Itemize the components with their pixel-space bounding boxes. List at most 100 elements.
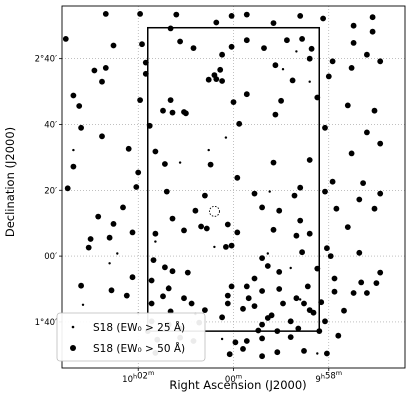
point-ew50 <box>264 263 271 269</box>
point-ew50 <box>223 244 229 250</box>
point-ew50 <box>320 15 326 22</box>
point-ew50 <box>270 159 277 166</box>
point-ew50 <box>243 37 250 44</box>
point-ew50 <box>335 332 342 339</box>
legend-marker-small <box>71 325 75 329</box>
point-ew50 <box>308 45 315 52</box>
point-ew25 <box>289 266 292 270</box>
point-ew25 <box>268 190 271 193</box>
point-ew50 <box>228 242 235 249</box>
point-ew50 <box>133 184 140 190</box>
point-ew50 <box>329 58 336 65</box>
point-ew50 <box>364 290 370 296</box>
point-ew50 <box>348 65 355 71</box>
point-ew50 <box>371 205 378 212</box>
point-ew50 <box>217 66 224 73</box>
point-ew50 <box>108 287 115 294</box>
point-ew50 <box>129 229 136 236</box>
point-ew50 <box>369 28 376 35</box>
point-ew50 <box>228 283 235 290</box>
point-ew50 <box>240 305 246 312</box>
point-ew50 <box>224 300 231 307</box>
point-ew50 <box>219 314 226 321</box>
point-ew50 <box>371 107 378 114</box>
point-ew50 <box>243 91 250 98</box>
legend-label-ew25: S18 (EW₀ > 25 Å) <box>93 321 185 334</box>
point-ew50 <box>234 229 241 236</box>
point-ew50 <box>341 307 347 314</box>
point-ew50 <box>91 67 98 74</box>
point-ew50 <box>344 224 351 231</box>
point-ew50 <box>120 204 126 211</box>
point-ew50 <box>95 213 102 220</box>
point-ew50 <box>226 351 233 358</box>
point-ew50 <box>259 335 265 342</box>
x-tick-label: 9h58m <box>315 369 342 385</box>
point-ew50 <box>160 107 166 114</box>
point-ew50 <box>207 161 214 168</box>
point-ew50 <box>306 307 313 313</box>
point-ew50 <box>110 42 117 49</box>
point-ew50 <box>99 133 105 140</box>
point-ew50 <box>322 188 328 195</box>
point-ew25 <box>116 252 119 255</box>
point-ew50 <box>162 264 168 271</box>
point-ew25 <box>266 252 269 255</box>
point-ew50 <box>287 334 294 340</box>
point-ew50 <box>255 327 262 334</box>
point-ew50 <box>364 51 370 58</box>
point-ew50 <box>299 249 305 256</box>
point-ew50 <box>356 249 363 256</box>
point-ew50 <box>360 180 366 187</box>
point-ew50 <box>306 55 313 62</box>
point-ew50 <box>198 223 205 230</box>
point-ew50 <box>219 51 226 58</box>
y-axis-label: Declination (J2000) <box>3 127 17 237</box>
point-ew50 <box>139 41 145 48</box>
point-ew50 <box>377 58 384 65</box>
point-ew50 <box>333 205 340 212</box>
point-ew25 <box>207 148 210 152</box>
point-ew50 <box>169 109 176 116</box>
point-ew50 <box>373 280 380 286</box>
point-ew50 <box>259 321 265 328</box>
point-ew50 <box>78 124 84 131</box>
point-ew50 <box>297 13 304 19</box>
point-ew50 <box>152 148 159 155</box>
point-ew50 <box>331 288 338 295</box>
point-ew25 <box>72 148 75 152</box>
point-ew50 <box>377 269 384 276</box>
point-ew50 <box>329 178 336 185</box>
point-ew50 <box>259 204 265 211</box>
point-ew50 <box>137 11 144 17</box>
point-ew50 <box>306 230 313 237</box>
point-ew50 <box>102 11 109 17</box>
point-ew50 <box>228 13 235 19</box>
point-ew25 <box>178 161 182 164</box>
point-ew50 <box>224 292 231 299</box>
point-ew50 <box>64 185 71 192</box>
point-ew50 <box>169 268 176 275</box>
point-ew50 <box>280 300 286 307</box>
point-ew50 <box>377 140 384 147</box>
point-ew50 <box>289 77 296 84</box>
point-ew50 <box>234 174 241 181</box>
point-ew50 <box>377 190 384 197</box>
point-ew50 <box>325 73 332 80</box>
point-ew50 <box>318 299 325 306</box>
point-ew25 <box>281 68 285 71</box>
point-ew50 <box>272 111 279 118</box>
point-ew50 <box>297 184 304 191</box>
point-ew50 <box>177 38 184 45</box>
point-ew50 <box>291 192 298 199</box>
point-ew50 <box>348 150 355 157</box>
point-ew50 <box>224 221 231 228</box>
point-ew50 <box>259 288 265 294</box>
point-ew50 <box>167 25 174 32</box>
y-tick-label: 1°40′ <box>35 318 57 328</box>
point-ew50 <box>293 295 300 302</box>
legend-box <box>56 312 206 362</box>
point-ew50 <box>173 11 180 18</box>
point-ew50 <box>297 217 304 224</box>
